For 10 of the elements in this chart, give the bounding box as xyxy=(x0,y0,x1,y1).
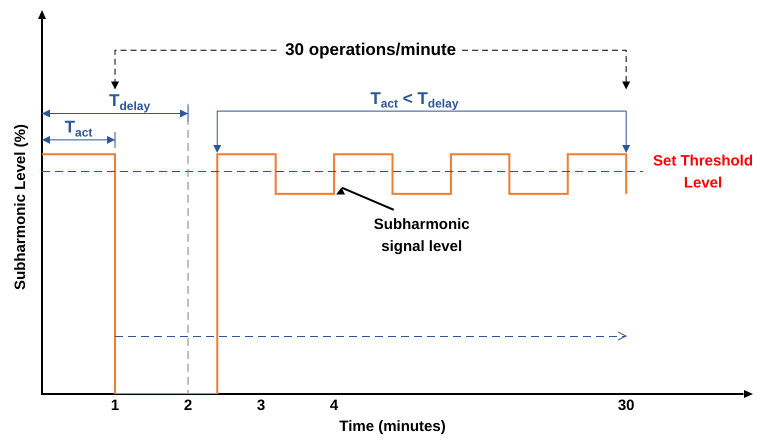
text: 30 operations/minute xyxy=(285,40,456,59)
y-axis-title: Subharmonic Level (%) xyxy=(12,124,30,290)
x-tick-label: 3 xyxy=(256,397,266,414)
x-tick-label: 30 xyxy=(618,397,635,414)
x-tick-label: 1 xyxy=(110,397,120,414)
annotation: Subharmonic signal level xyxy=(374,216,470,255)
x-axis-title: Time (minutes) xyxy=(339,418,446,436)
x-tick-label: 2 xyxy=(184,397,192,414)
ref-line-label: Set Threshold Level xyxy=(652,152,754,192)
x-tick-label: 4 xyxy=(330,397,339,414)
